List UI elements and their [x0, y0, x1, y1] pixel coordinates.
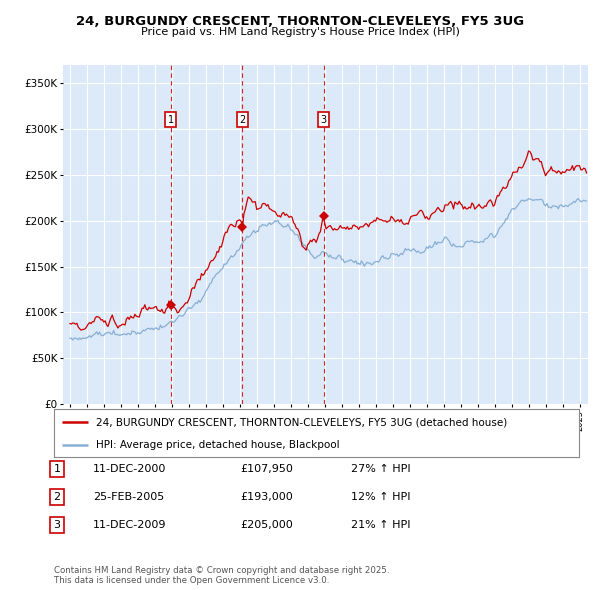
- Text: 24, BURGUNDY CRESCENT, THORNTON-CLEVELEYS, FY5 3UG (detached house): 24, BURGUNDY CRESCENT, THORNTON-CLEVELEY…: [96, 417, 507, 427]
- Text: 1: 1: [53, 464, 61, 474]
- Text: HPI: Average price, detached house, Blackpool: HPI: Average price, detached house, Blac…: [96, 440, 340, 450]
- Text: 12% ↑ HPI: 12% ↑ HPI: [351, 492, 410, 502]
- Text: £107,950: £107,950: [240, 464, 293, 474]
- Text: 27% ↑ HPI: 27% ↑ HPI: [351, 464, 410, 474]
- Text: Price paid vs. HM Land Registry's House Price Index (HPI): Price paid vs. HM Land Registry's House …: [140, 27, 460, 37]
- Text: £193,000: £193,000: [240, 492, 293, 502]
- Text: 2: 2: [53, 492, 61, 502]
- Text: 11-DEC-2000: 11-DEC-2000: [93, 464, 166, 474]
- Text: 3: 3: [320, 115, 326, 125]
- Text: 1: 1: [167, 115, 174, 125]
- Text: 3: 3: [53, 520, 61, 530]
- Text: 2: 2: [239, 115, 245, 125]
- Text: Contains HM Land Registry data © Crown copyright and database right 2025.
This d: Contains HM Land Registry data © Crown c…: [54, 566, 389, 585]
- Text: 11-DEC-2009: 11-DEC-2009: [93, 520, 167, 530]
- Text: £205,000: £205,000: [240, 520, 293, 530]
- Text: 25-FEB-2005: 25-FEB-2005: [93, 492, 164, 502]
- Text: 21% ↑ HPI: 21% ↑ HPI: [351, 520, 410, 530]
- Text: 24, BURGUNDY CRESCENT, THORNTON-CLEVELEYS, FY5 3UG: 24, BURGUNDY CRESCENT, THORNTON-CLEVELEY…: [76, 15, 524, 28]
